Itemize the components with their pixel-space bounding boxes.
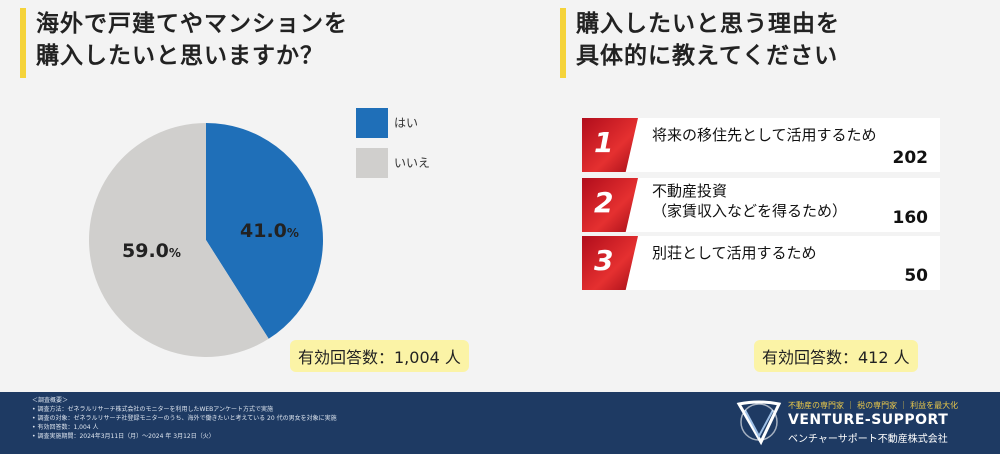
pie-slice-yes [206, 123, 324, 339]
brand-tagline: 不動産の専門家 ｜ 税の専門家 ｜ 利益を最大化 [788, 401, 959, 410]
venture-support-logo-icon [736, 400, 782, 446]
pie-unit-yes: % [286, 226, 299, 240]
legend-swatch-no [356, 148, 388, 178]
survey-note: ＜調査概要＞ [32, 397, 69, 404]
rank-row-2: 2 不動産投資 （家賃収入などを得るため） 160 [582, 178, 940, 232]
rank-row-1: 1 将来の移住先として活用するため 202 [582, 118, 940, 172]
pie-data-label-no: 59.0% [122, 240, 181, 262]
rank-value: 160 [892, 208, 929, 228]
rank-reason: 別荘として活用するため [652, 244, 817, 262]
rank-number: 3 [594, 244, 614, 277]
legend-label-no: いいえ [394, 156, 431, 170]
pie-value-yes: 41.0 [240, 220, 287, 242]
rank-reason-detail: （家賃収入などを得るため） [652, 202, 848, 220]
respondent-count-left: 有効回答数：1,004 人 [290, 340, 469, 372]
rank-number: 1 [594, 126, 614, 159]
pie-slice-no [89, 123, 269, 357]
left-question-title: 海外で戸建てやマンションを 購入したいと思いますか？ [20, 8, 500, 80]
survey-note: • 調査の対象：ゼネラルリサーチ社登録モニターのうち、海外で働きたいと考えている… [32, 415, 337, 422]
rank-value: 202 [892, 148, 929, 168]
rank-number: 2 [594, 186, 614, 219]
pie-data-label-yes: 41.0% [240, 220, 299, 242]
left-title-line-1: 海外で戸建てやマンションを [36, 11, 348, 37]
right-title-line-1: 購入したいと思う理由を [576, 11, 840, 37]
left-title-line-2: 購入したいと思いますか？ [36, 43, 324, 69]
rank-reason: 将来の移住先として活用するため [652, 126, 877, 144]
pie-unit-no: % [168, 246, 181, 260]
right-title-line-2: 具体的に教えてください [576, 43, 839, 69]
legend-label-yes: はい [394, 116, 419, 130]
pie-value-no: 59.0 [122, 240, 169, 262]
title-accent-bar [560, 8, 566, 78]
survey-note: • 調査実施期間：2024年3月11日（月）～2024 年 3月12日（火） [32, 433, 215, 440]
right-title-text: 購入したいと思う理由を 具体的に教えてください [576, 8, 840, 72]
rank-row-3: 3 別荘として活用するため 50 [582, 236, 940, 290]
respondent-count-right: 有効回答数：412 人 [754, 340, 918, 372]
survey-note: • 有効回答数：1,004 人 [32, 424, 99, 431]
rank-reason: 不動産投資 [652, 182, 728, 200]
company-name: ベンチャーサポート不動産株式会社 [788, 434, 948, 445]
survey-notes: ＜調査概要＞ • 調査方法：ゼネラルリサーチ株式会社のモニターを利用したWEBア… [32, 396, 337, 441]
footer: ＜調査概要＞ • 調査方法：ゼネラルリサーチ株式会社のモニターを利用したWEBア… [0, 392, 1000, 454]
left-title-text: 海外で戸建てやマンションを 購入したいと思いますか？ [36, 8, 348, 72]
right-question-title: 購入したいと思う理由を 具体的に教えてください [560, 8, 980, 80]
legend-swatch-yes [356, 108, 388, 138]
brand-name: VENTURE-SUPPORT [788, 412, 949, 428]
survey-note: • 調査方法：ゼネラルリサーチ株式会社のモニターを利用したWEBアンケート方式で… [32, 406, 274, 413]
pie-chart [89, 123, 324, 357]
title-accent-bar [20, 8, 26, 78]
rank-value: 50 [904, 266, 928, 286]
